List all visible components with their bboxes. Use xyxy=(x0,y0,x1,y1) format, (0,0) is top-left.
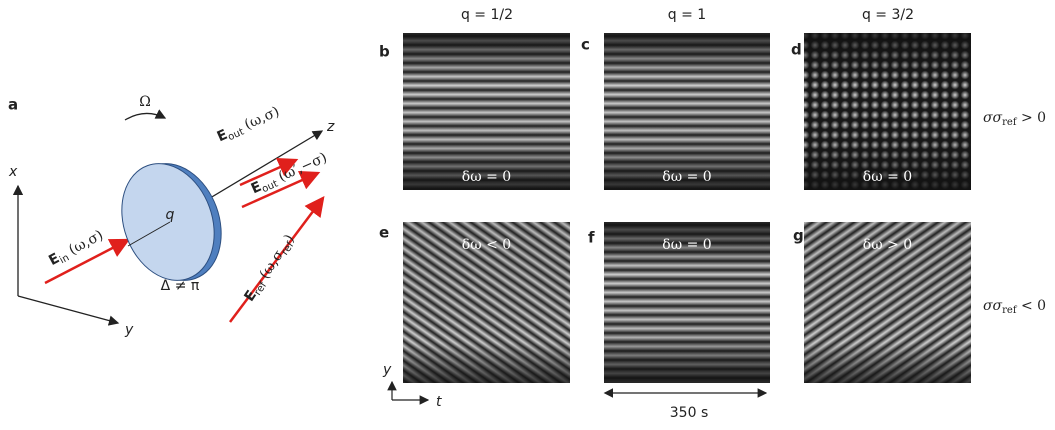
time-span: 350 s xyxy=(670,405,708,421)
annotation: δω = 0 xyxy=(462,169,511,185)
panel-label: b xyxy=(379,43,390,61)
panel-label: a xyxy=(8,96,18,114)
panel-label: g xyxy=(793,227,804,245)
axis-inner xyxy=(127,221,171,247)
panel-label: f xyxy=(588,229,595,247)
field-label: Eout(ω,σ) xyxy=(215,104,283,147)
plate xyxy=(121,163,215,281)
rotation-label: Ω xyxy=(139,94,151,110)
subscript: in xyxy=(58,252,71,266)
subscript: out xyxy=(226,126,246,143)
image-shade xyxy=(604,33,770,190)
suffix: < 0 xyxy=(1017,298,1047,314)
column-header: q = 3/2 xyxy=(862,7,914,23)
rotation-arrow xyxy=(124,109,167,121)
panel-label: d xyxy=(791,41,802,59)
axis-label: z xyxy=(326,119,335,135)
image-shade xyxy=(604,222,770,383)
axis-label: y xyxy=(124,322,134,338)
axis-label: x xyxy=(8,164,18,180)
retardance: Δ ≠ π xyxy=(161,278,200,294)
field-label: Ein(ω,σ) xyxy=(46,227,107,271)
subscript: ref xyxy=(1002,305,1018,316)
annotation: δω = 0 xyxy=(863,169,912,185)
annotation: δω > 0 xyxy=(863,237,912,253)
prefix: σσ xyxy=(983,110,1003,126)
axis-label: t xyxy=(436,394,442,410)
plate-label: q xyxy=(166,207,175,223)
column-header: q = 1 xyxy=(668,7,706,23)
column-header: q = 1/2 xyxy=(461,7,513,23)
suffix: > 0 xyxy=(1017,110,1047,126)
axis-label: y xyxy=(382,362,392,378)
args: (ω,σ) xyxy=(242,104,282,133)
beam xyxy=(241,171,321,209)
beam xyxy=(44,238,131,285)
annotation: δω < 0 xyxy=(462,237,511,253)
image-panels: b δω = 0 c δω = 0 d δω = 0 e δω < 0 f δω = 0 g δω >… xyxy=(379,33,971,383)
beam xyxy=(229,196,325,323)
image-shade xyxy=(804,222,971,383)
annotation: δω = 0 xyxy=(662,169,711,185)
row-label: σσref > 0 xyxy=(983,110,1046,128)
prefix: σσ xyxy=(983,298,1003,314)
image-shade xyxy=(403,33,570,190)
subscript: ref xyxy=(1002,117,1018,128)
image-shade xyxy=(403,222,570,383)
panel-label: e xyxy=(379,224,389,242)
axis-y xyxy=(17,295,120,326)
beam xyxy=(239,158,299,187)
panel-label: c xyxy=(581,36,590,54)
annotation: δω = 0 xyxy=(662,237,711,253)
image-shade xyxy=(804,33,971,190)
field-label: Eref(ω,σref) xyxy=(241,232,299,306)
row-label: σσref < 0 xyxy=(983,298,1046,316)
